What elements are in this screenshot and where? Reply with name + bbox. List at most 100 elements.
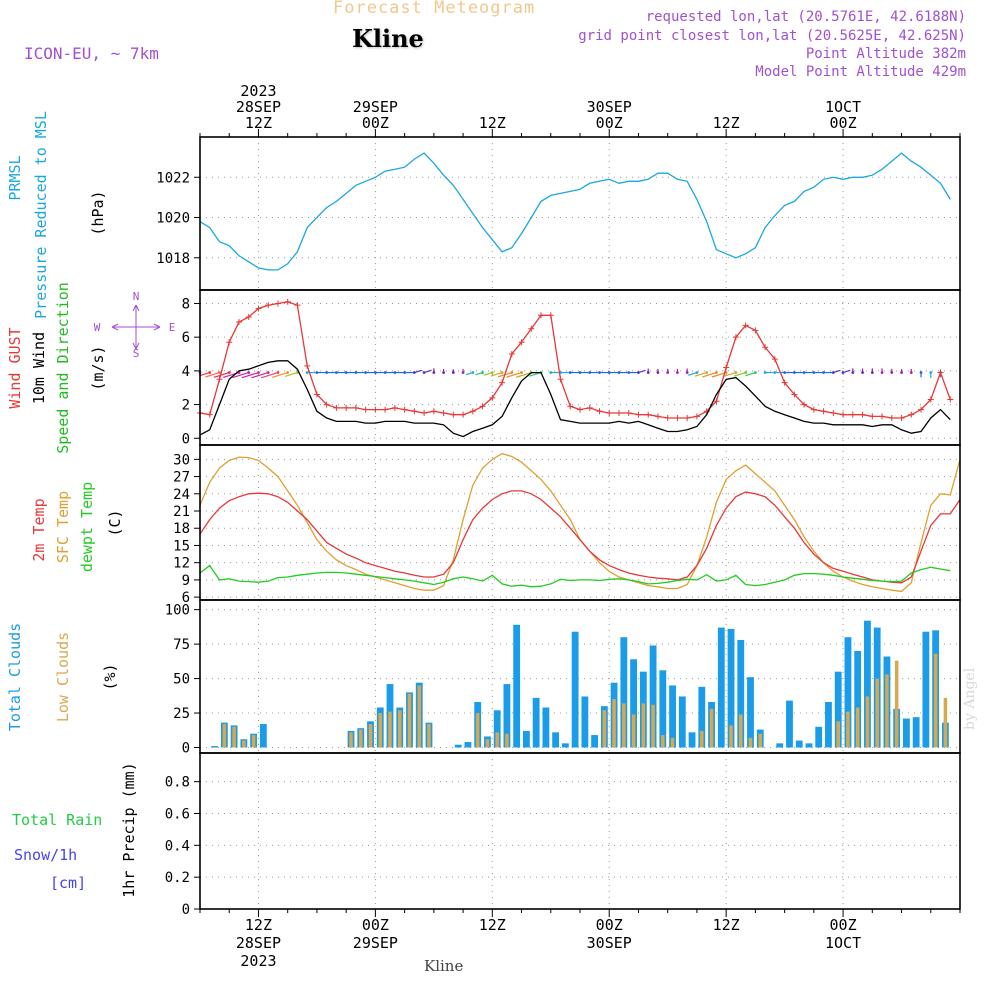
wind-barb xyxy=(241,371,259,379)
wind-barb xyxy=(711,371,727,378)
rain-label: Total Rain xyxy=(12,811,102,829)
gust-point xyxy=(762,344,769,351)
wind-barb xyxy=(205,371,220,378)
gust-point xyxy=(245,313,252,320)
gust-point xyxy=(391,404,398,411)
low-cloud-bar xyxy=(631,714,636,748)
time-label-top: 30SEP xyxy=(587,98,632,116)
gust-point xyxy=(625,409,632,416)
wind-barb-head xyxy=(432,371,436,374)
wind-barb xyxy=(702,371,717,378)
low-cloud-bar xyxy=(670,737,675,748)
wind-label: Speed and Direction xyxy=(54,282,72,454)
total-cloud-bar xyxy=(581,696,589,748)
gust-point xyxy=(421,409,428,416)
temperature-ytick-label: 9 xyxy=(182,573,190,589)
total-cloud-bar xyxy=(669,685,676,748)
total-cloud-bar xyxy=(903,718,910,748)
wind-barb-head xyxy=(851,371,855,374)
precip-ytick-label: 0.2 xyxy=(165,870,190,886)
compass-n: N xyxy=(133,290,140,303)
gust-point xyxy=(352,404,359,411)
low-cloud-bar xyxy=(865,696,870,748)
wind-barb-head xyxy=(354,371,358,374)
wind-barb-head xyxy=(783,371,787,374)
low-cloud-bar xyxy=(651,704,655,748)
wind-barb-head xyxy=(510,371,514,374)
wind-barb-head xyxy=(744,371,748,374)
temperature-ytick-label: 6 xyxy=(182,590,190,606)
gust-point xyxy=(615,409,622,416)
wind-barb-head xyxy=(607,371,611,374)
wind-barb xyxy=(516,371,532,378)
wind-barb-head xyxy=(861,371,864,374)
wind-barb-head xyxy=(266,371,270,374)
low-cloud-bar xyxy=(495,732,499,748)
time-label-top: 12Z xyxy=(713,114,740,132)
total-cloud-bar xyxy=(493,710,501,748)
low-cloud-bar xyxy=(485,739,490,748)
wind-ytick-label: 6 xyxy=(182,330,190,346)
gust-point xyxy=(489,394,496,401)
wind-ytick-label: 2 xyxy=(182,398,190,414)
gust-point xyxy=(888,415,895,422)
wind-ytick-label: 8 xyxy=(182,296,190,312)
gust-point xyxy=(557,376,564,383)
gust-point xyxy=(664,415,671,422)
temperature-ytick-label: 12 xyxy=(173,556,190,572)
time-label-top: 00Z xyxy=(596,114,623,132)
wind-barb-head xyxy=(325,371,329,374)
gust-point xyxy=(840,411,847,418)
gust-point xyxy=(460,411,467,418)
gust-point xyxy=(469,408,476,415)
wind-barb-head xyxy=(500,371,504,374)
total-cloud-bar xyxy=(805,743,813,748)
low-cloud-bar xyxy=(894,660,899,748)
low-cloud-bar xyxy=(739,714,743,748)
low-cloud-bar xyxy=(700,730,704,748)
low-cloud-bar xyxy=(933,653,938,748)
low-cloud-bar xyxy=(505,733,509,748)
low-cloud-bar xyxy=(417,685,421,748)
wind-barb-head xyxy=(841,371,845,374)
gust-point xyxy=(450,411,457,418)
wind-barb-head xyxy=(734,371,738,374)
compass-e: E xyxy=(169,321,176,334)
wind-barb xyxy=(694,371,707,377)
low-cloud-bar xyxy=(875,678,879,748)
clouds-ytick-label: 25 xyxy=(173,706,190,722)
pressure-ytick-label: 1022 xyxy=(156,170,190,186)
low-cloud-bar xyxy=(427,724,431,748)
gust-point xyxy=(947,396,954,403)
wind-barb-head xyxy=(549,371,553,374)
wind-barb-head xyxy=(373,371,377,374)
wind-barb-head xyxy=(305,371,309,374)
wind-barb-head xyxy=(568,371,572,374)
precip-ytick-label: 0.6 xyxy=(165,806,190,822)
gust-point xyxy=(810,406,817,413)
gust-point xyxy=(372,406,379,413)
temp-label: SFC Temp xyxy=(54,491,72,563)
wind-barb-head xyxy=(646,371,650,374)
temp-label: dewpt Temp xyxy=(78,482,96,572)
low-cloud-bar xyxy=(359,729,363,748)
gust-point xyxy=(577,406,583,413)
total-cloud-bar xyxy=(864,620,871,748)
gust-point xyxy=(294,302,301,309)
wind-barb-head xyxy=(919,371,923,374)
requested-coords: requested lon,lat (20.5761E, 42.6188N) xyxy=(645,9,966,25)
low-cloud-bar xyxy=(846,711,850,748)
pressure-ytick-label: 1018 xyxy=(156,251,190,267)
wind-barb-head xyxy=(637,371,640,374)
gust-point xyxy=(830,409,837,416)
gust-point xyxy=(567,403,574,410)
low-cloud-bar xyxy=(222,724,227,748)
low-cloud-bar xyxy=(407,693,412,748)
low-cloud-bar xyxy=(388,711,392,748)
wind-barb xyxy=(745,371,756,377)
wind-barb-head xyxy=(802,371,806,374)
time-label-bottom: 1OCT xyxy=(825,934,861,952)
total-cloud-bar xyxy=(503,684,511,748)
wind-barb xyxy=(483,371,493,376)
wind-barb xyxy=(199,371,210,377)
